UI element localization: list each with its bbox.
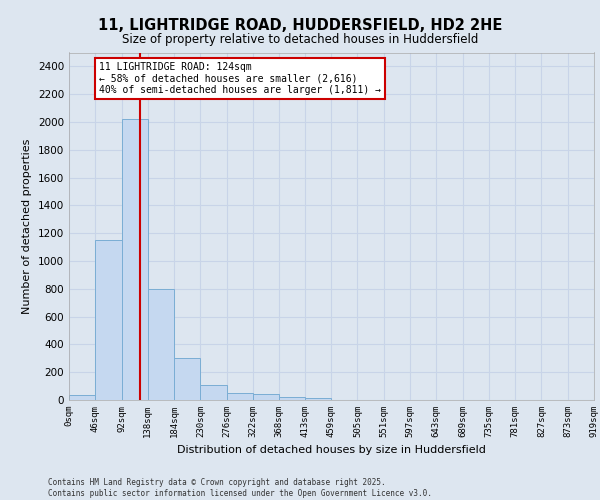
Text: Contains HM Land Registry data © Crown copyright and database right 2025.
Contai: Contains HM Land Registry data © Crown c… bbox=[48, 478, 432, 498]
Bar bbox=[148, 289, 174, 400]
Bar bbox=[69, 395, 95, 400]
Bar bbox=[227, 393, 253, 400]
Bar bbox=[253, 394, 279, 400]
Text: 11 LIGHTRIDGE ROAD: 124sqm
← 58% of detached houses are smaller (2,616)
40% of s: 11 LIGHTRIDGE ROAD: 124sqm ← 58% of deta… bbox=[99, 62, 381, 96]
Bar bbox=[279, 396, 305, 400]
Text: Size of property relative to detached houses in Huddersfield: Size of property relative to detached ho… bbox=[122, 32, 478, 46]
X-axis label: Distribution of detached houses by size in Huddersfield: Distribution of detached houses by size … bbox=[177, 446, 486, 456]
Y-axis label: Number of detached properties: Number of detached properties bbox=[22, 138, 32, 314]
Bar bbox=[122, 119, 148, 400]
Bar bbox=[95, 240, 122, 400]
Bar bbox=[305, 398, 331, 400]
Bar bbox=[174, 358, 200, 400]
Text: 11, LIGHTRIDGE ROAD, HUDDERSFIELD, HD2 2HE: 11, LIGHTRIDGE ROAD, HUDDERSFIELD, HD2 2… bbox=[98, 18, 502, 32]
Bar bbox=[200, 386, 227, 400]
